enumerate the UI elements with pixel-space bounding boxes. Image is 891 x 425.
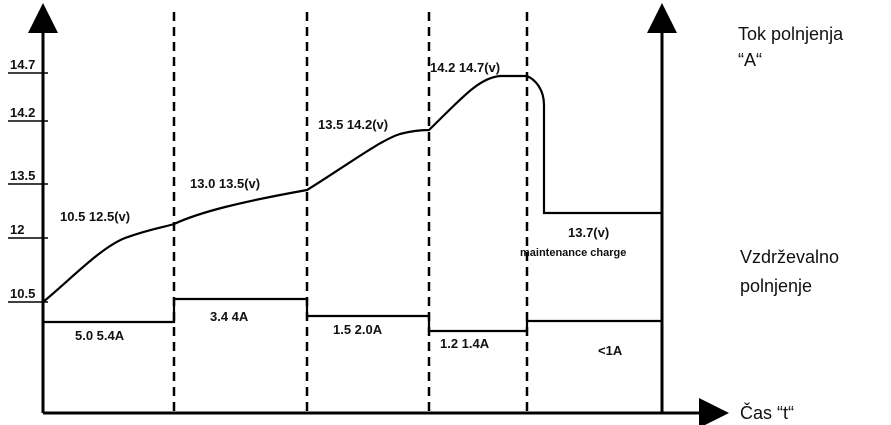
current-label: <1A: [598, 343, 623, 358]
current-label: 1.2 1.4A: [440, 336, 490, 351]
current-label: 3.4 4A: [210, 309, 249, 324]
voltage-label: 10.5 12.5(v): [60, 209, 130, 224]
maintenance-label: maintenance charge: [520, 247, 626, 259]
maintenance-title: Vzdrževalno: [740, 247, 839, 267]
y-tick-label: 13.5: [10, 168, 35, 183]
voltage-curve: [42, 74, 662, 303]
time-axis-label: Čas “t“: [740, 402, 794, 423]
current-label: 1.5 2.0A: [333, 322, 383, 337]
voltage-label: 13.0 13.5(v): [190, 176, 260, 191]
maintenance-title-2: polnjenje: [740, 276, 812, 296]
current-steps: [43, 297, 662, 333]
current-label: 5.0 5.4A: [75, 328, 125, 343]
y-tick-label: 14.7: [10, 57, 35, 72]
y-tick-label: 10.5: [10, 286, 35, 301]
y-tick-label: 14.2: [10, 105, 35, 120]
voltage-label: 14.2 14.7(v): [430, 60, 500, 75]
voltage-label: 13.7(v): [568, 225, 609, 240]
y-tick-label: 12: [10, 222, 24, 237]
current-axis-title-unit: “A“: [738, 50, 762, 70]
current-axis-title: Tok polnjenja: [738, 24, 844, 44]
voltage-label: 13.5 14.2(v): [318, 117, 388, 132]
